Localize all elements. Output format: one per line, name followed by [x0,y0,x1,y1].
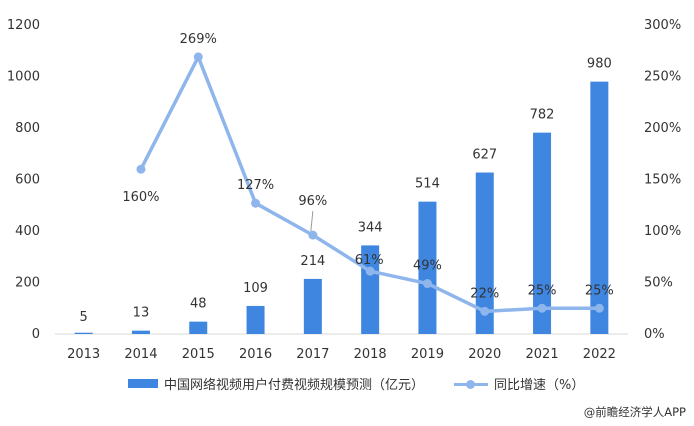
line-point [480,306,490,316]
left-axis-tick-label: 800 [15,121,40,136]
bar [303,278,322,334]
bar-value-label: 214 [300,254,325,269]
bar-value-label: 344 [358,220,383,235]
legend-bar-swatch [128,379,158,388]
x-axis-tick-label: 2016 [239,347,272,362]
x-axis-tick-label: 2018 [354,347,387,362]
x-axis-tick-label: 2019 [411,347,444,362]
left-axis-tick-label: 400 [15,224,40,239]
legend-line-swatch [454,378,488,390]
right-axis-tick-label: 0% [644,327,665,342]
left-axis: 0 200 400 600 800 1000 1200 [7,18,40,342]
source-credit: @前瞻经济学人APP [583,405,686,419]
label-leader-line [310,211,314,232]
line-point [422,279,432,289]
bar [74,332,93,334]
bar [533,132,552,334]
bar-value-label: 48 [190,297,207,312]
bar-value-label: 782 [530,108,555,123]
line-value-label: 25% [585,283,614,298]
bar [590,81,609,335]
bar [131,330,150,334]
line-point [365,266,375,276]
line-value-label: 22% [470,286,499,301]
left-axis-tick-label: 0 [32,327,40,342]
bar [475,172,494,334]
line-point [193,52,203,62]
left-axis-tick-label: 600 [15,173,40,188]
legend: 中国网络视频用户付费视频规模预测（亿元） 同比增速（%） [0,374,694,396]
line-series [136,52,604,316]
left-axis-tick-label: 1200 [7,18,40,33]
x-axis-tick-label: 2017 [296,347,329,362]
x-axis-tick-label: 2014 [124,347,157,362]
legend-item-line: 同比增速（%） [454,374,584,393]
bar-value-label: 13 [133,306,150,321]
bar-labels: 5 13 48 109 214 344 514 627 782 980 [80,57,612,325]
x-axis-tick-label: 2022 [583,347,616,362]
bar [418,201,437,334]
legend-bar-label: 中国网络视频用户付费视频规模预测（亿元） [164,378,425,393]
line-value-label: 25% [528,283,557,298]
line-value-label: 160% [122,190,159,205]
left-axis-tick-label: 200 [15,276,40,291]
x-axis: 2013 2014 2015 2016 2017 2018 2019 2020 2021 2022 [67,347,616,362]
right-axis-tick-label: 100% [644,224,681,239]
legend-item-bar: 中国网络视频用户付费视频规模预测（亿元） [128,374,424,393]
line-labels: 160% 269% 127% 96% 61% 49% 22% 25% 25% [122,32,613,301]
right-axis-tick-label: 50% [644,276,673,291]
bar [189,321,208,334]
line-value-label: 96% [298,194,327,209]
line-point [308,230,318,240]
line-value-label: 269% [180,32,217,47]
line-value-label: 49% [413,259,442,274]
x-axis-tick-label: 2015 [182,347,215,362]
line-point [251,198,261,208]
x-axis-tick-label: 2020 [468,347,501,362]
bar-series [74,81,609,335]
bar [246,305,265,334]
left-axis-tick-label: 1000 [7,70,40,85]
x-axis-tick-label: 2021 [526,347,559,362]
line-value-label: 127% [237,178,274,193]
bar-value-label: 514 [415,177,440,192]
right-axis: 0% 50% 100% 150% 200% 250% 300% [644,18,681,342]
line-value-label: 61% [355,253,384,268]
bar-value-label: 627 [472,148,497,163]
right-axis-tick-label: 200% [644,121,681,136]
legend-line-label: 同比增速（%） [494,378,585,393]
right-axis-tick-label: 150% [644,173,681,188]
line-point [537,303,547,313]
line-point [594,303,604,313]
bar-value-label: 5 [80,310,88,325]
bar-value-label: 980 [587,57,612,72]
x-axis-tick-label: 2013 [67,347,100,362]
right-axis-tick-label: 300% [644,18,681,33]
right-axis-tick-label: 250% [644,70,681,85]
bar-value-label: 109 [243,281,268,296]
line-point [136,164,146,174]
